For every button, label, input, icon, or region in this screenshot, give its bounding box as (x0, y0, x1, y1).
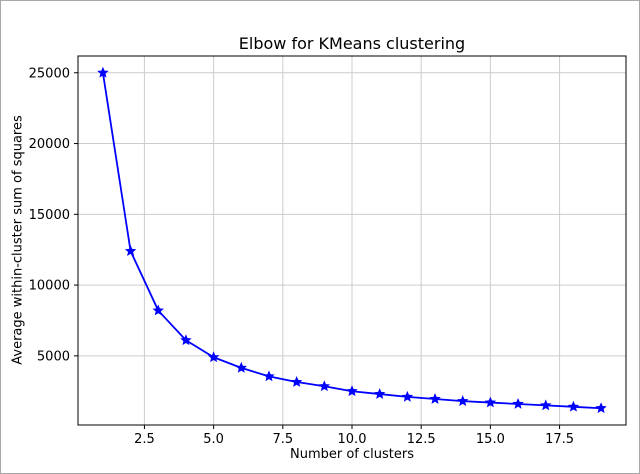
chart-title: Elbow for KMeans clustering (238, 34, 466, 53)
y-tick-label: 20000 (29, 137, 70, 152)
star-marker (152, 304, 164, 316)
x-tick-label: 10.0 (338, 432, 367, 447)
star-marker (401, 390, 414, 402)
star-marker (207, 351, 220, 363)
star-marker (540, 399, 552, 411)
star-marker (595, 402, 607, 414)
y-tick-label: 15000 (29, 208, 70, 223)
star-marker (567, 400, 580, 412)
x-tick-label: 12.5 (407, 432, 436, 447)
star-marker (457, 395, 469, 406)
star-marker (373, 388, 386, 399)
star-marker (263, 370, 275, 382)
x-tick-label: 15.0 (476, 432, 505, 447)
x-tick-label: 2.5 (134, 432, 155, 447)
star-marker (235, 361, 247, 373)
x-tick-label: 5.0 (203, 432, 224, 447)
star-marker (346, 385, 358, 397)
star-marker (512, 397, 524, 409)
star-marker (429, 393, 441, 404)
star-marker (124, 245, 137, 256)
x-axis-label: Number of clusters (289, 447, 414, 462)
star-marker (484, 396, 497, 408)
x-tick-label: 7.5 (272, 432, 293, 447)
star-marker (97, 66, 109, 78)
y-tick-label: 5000 (37, 349, 70, 364)
y-tick-label: 25000 (29, 66, 70, 81)
x-tick-label: 17.5 (545, 432, 574, 447)
star-marker (290, 376, 303, 387)
star-marker (180, 334, 192, 346)
y-axis-label: Average within-cluster sum of squares (10, 115, 26, 365)
y-tick-label: 10000 (29, 279, 70, 294)
star-marker (318, 380, 331, 392)
